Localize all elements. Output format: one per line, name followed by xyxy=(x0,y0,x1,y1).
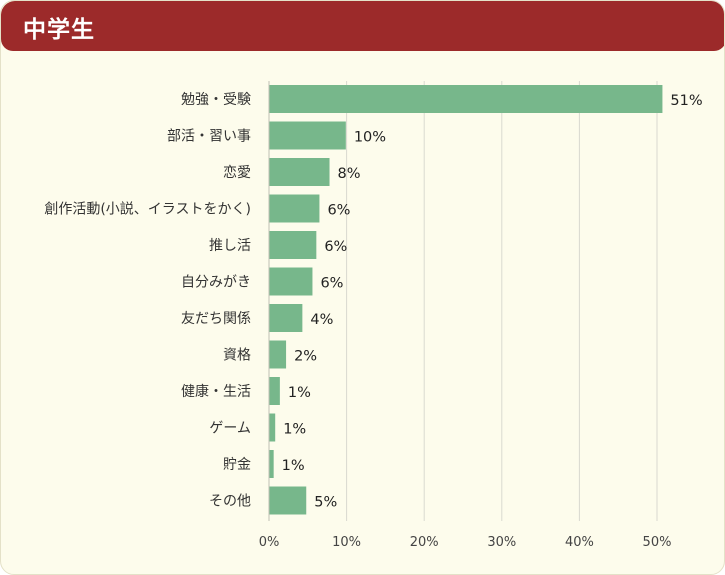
category-label: 資格 xyxy=(223,348,251,364)
x-tick-label: 20% xyxy=(410,535,439,550)
bar xyxy=(269,413,276,442)
value-label: 51% xyxy=(670,93,702,109)
value-label: 6% xyxy=(324,239,347,255)
value-label: 8% xyxy=(338,166,361,182)
category-label: 創作活動(小説、イラストをかく) xyxy=(44,202,251,218)
bar xyxy=(269,231,317,259)
bar xyxy=(269,194,320,223)
page-title: 中学生 xyxy=(23,17,95,43)
bar xyxy=(269,267,313,296)
bar xyxy=(269,450,274,478)
category-label: 友だち関係 xyxy=(181,311,251,327)
value-label: 10% xyxy=(354,130,386,146)
bar xyxy=(269,486,307,515)
value-label: 1% xyxy=(288,385,311,401)
category-label: 恋愛 xyxy=(223,164,251,181)
category-label: 貯金 xyxy=(223,457,251,473)
value-label: 2% xyxy=(294,349,317,365)
category-label: 勉強・受験 xyxy=(181,92,251,108)
category-label: 健康・生活 xyxy=(181,383,251,400)
category-label: ゲーム xyxy=(209,421,251,437)
category-label: 部活・習い事 xyxy=(167,129,251,145)
header-bar: 中学生 xyxy=(1,1,724,51)
bar xyxy=(269,158,330,186)
category-label: 自分みがき xyxy=(181,275,251,291)
category-label: その他 xyxy=(209,494,251,510)
value-label: 5% xyxy=(314,495,337,511)
bar xyxy=(269,340,287,369)
value-label: 6% xyxy=(327,203,350,219)
bar xyxy=(269,304,303,332)
x-tick-label: 40% xyxy=(565,535,594,550)
value-label: 1% xyxy=(283,422,306,438)
category-label: 推し活 xyxy=(209,238,251,254)
x-tick-label: 50% xyxy=(643,535,672,550)
x-tick-label: 30% xyxy=(487,535,516,550)
bar xyxy=(269,85,663,113)
x-tick-label: 10% xyxy=(332,535,361,550)
value-label: 6% xyxy=(320,276,343,292)
value-label: 4% xyxy=(310,312,333,328)
bar xyxy=(269,377,280,405)
bar xyxy=(269,121,346,150)
x-tick-label: 0% xyxy=(259,535,280,550)
value-label: 1% xyxy=(282,458,305,474)
